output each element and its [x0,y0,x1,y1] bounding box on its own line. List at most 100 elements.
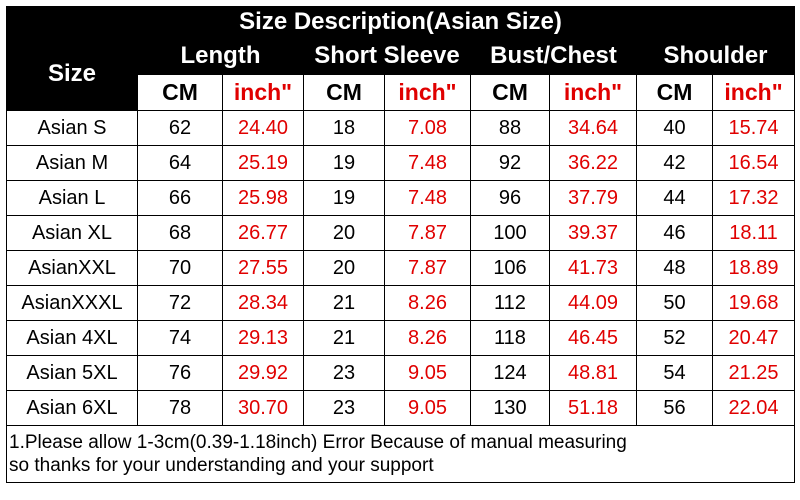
table-title: Size Description(Asian Size) [5,6,796,38]
cell-sleeve-in: 9.05 [384,355,471,391]
cell-sleeve-in: 8.26 [384,285,471,321]
cell-bust-in: 46.45 [549,320,637,356]
cell-size: Asian 5XL [6,355,138,391]
cell-bust-in: 41.73 [549,250,637,286]
cell-sleeve-cm: 18 [303,110,385,146]
cell-size: Asian M [6,145,138,181]
cell-size: AsianXXXL [6,285,138,321]
cell-size: Asian XL [6,215,138,251]
table-row: AsianXXL 70 27.55 20 7.87 106 41.73 48 18.89 [6,250,796,286]
cell-length-cm: 74 [137,320,223,356]
cell-bust-in: 36.22 [549,145,637,181]
cell-length-in: 25.98 [222,180,304,216]
table-row: Asian M 64 25.19 19 7.48 92 36.22 42 16.54 [6,145,796,181]
cell-bust-in: 44.09 [549,285,637,321]
cell-bust-in: 48.81 [549,355,637,391]
cell-bust-in: 37.79 [549,180,637,216]
cell-sleeve-cm: 20 [303,215,385,251]
unit-inch: inch" [711,74,796,111]
cell-shoulder-in: 18.11 [711,215,796,251]
cell-shoulder-cm: 40 [636,110,713,146]
cell-shoulder-cm: 48 [636,250,713,286]
cell-length-in: 27.55 [222,250,304,286]
cell-shoulder-in: 16.54 [711,145,796,181]
cell-sleeve-cm: 23 [303,390,385,426]
cell-shoulder-in: 18.89 [711,250,796,286]
cell-shoulder-in: 17.32 [711,180,796,216]
unit-inch: inch" [384,74,471,111]
unit-cm: CM [137,74,223,111]
cell-sleeve-in: 7.08 [384,110,471,146]
cell-length-in: 29.92 [222,355,304,391]
cell-bust-in: 34.64 [549,110,637,146]
cell-shoulder-cm: 50 [636,285,713,321]
cell-shoulder-cm: 44 [636,180,713,216]
cell-sleeve-cm: 23 [303,355,385,391]
table-row: Asian S 62 24.40 18 7.08 88 34.64 40 15.74 [6,110,796,146]
cell-sleeve-cm: 19 [303,145,385,181]
cell-sleeve-cm: 20 [303,250,385,286]
cell-size: Asian S [6,110,138,146]
cell-shoulder-in: 20.47 [711,320,796,356]
unit-inch: inch" [222,74,304,111]
cell-shoulder-cm: 52 [636,320,713,356]
cell-length-in: 29.13 [222,320,304,356]
table-row: AsianXXXL 72 28.34 21 8.26 112 44.09 50 19.68 [6,285,796,321]
cell-length-in: 25.19 [222,145,304,181]
cell-sleeve-in: 7.48 [384,145,471,181]
cell-sleeve-cm: 19 [303,180,385,216]
cell-bust-cm: 92 [470,145,550,181]
cell-shoulder-in: 19.68 [711,285,796,321]
table-row: Asian XL 68 26.77 20 7.87 100 39.37 46 18.11 [6,215,796,251]
cell-sleeve-in: 7.87 [384,215,471,251]
cell-sleeve-in: 7.48 [384,180,471,216]
cell-bust-cm: 112 [470,285,550,321]
cell-sleeve-in: 7.87 [384,250,471,286]
cell-shoulder-cm: 54 [636,355,713,391]
cell-sleeve-in: 8.26 [384,320,471,356]
unit-inch: inch" [549,74,637,111]
cell-length-cm: 68 [137,215,223,251]
header-length: Length [137,37,304,75]
cell-bust-cm: 96 [470,180,550,216]
cell-sleeve-cm: 21 [303,320,385,356]
cell-length-in: 24.40 [222,110,304,146]
header-size: Size [6,37,138,111]
cell-length-cm: 72 [137,285,223,321]
header-short-sleeve: Short Sleeve [303,37,471,75]
cell-shoulder-cm: 42 [636,145,713,181]
cell-shoulder-in: 15.74 [711,110,796,146]
cell-bust-in: 51.18 [549,390,637,426]
cell-length-in: 28.34 [222,285,304,321]
cell-bust-cm: 130 [470,390,550,426]
table-row: Asian 6XL 78 30.70 23 9.05 130 51.18 56 22.04 [6,390,796,426]
table-row: Asian 5XL 76 29.92 23 9.05 124 48.81 54 21.25 [6,355,796,391]
header-shoulder: Shoulder [635,37,796,75]
cell-size: Asian 4XL [6,320,138,356]
cell-length-cm: 66 [137,180,223,216]
cell-length-cm: 64 [137,145,223,181]
cell-length-in: 26.77 [222,215,304,251]
cell-shoulder-in: 21.25 [711,355,796,391]
cell-size: AsianXXL [6,250,138,286]
note-line: so thanks for your understanding and you… [9,455,434,476]
cell-length-in: 30.70 [222,390,304,426]
cell-size: Asian L [6,180,138,216]
cell-sleeve-in: 9.05 [384,390,471,426]
unit-cm: CM [303,74,385,111]
unit-cm: CM [636,74,713,111]
size-table: Size Description(Asian Size) Size Length… [5,6,796,483]
cell-size: Asian 6XL [6,390,138,426]
cell-length-cm: 62 [137,110,223,146]
cell-length-cm: 76 [137,355,223,391]
size-chart: Size Description(Asian Size) Size Length… [5,6,796,495]
cell-length-cm: 70 [137,250,223,286]
table-row: Asian 4XL 74 29.13 21 8.26 118 46.45 52 20.47 [6,320,796,356]
unit-cm: CM [470,74,550,111]
table-body: Asian S 62 24.40 18 7.08 88 34.64 40 15.74 Asian … [6,110,796,426]
cell-bust-cm: 106 [470,250,550,286]
cell-bust-in: 39.37 [549,215,637,251]
cell-sleeve-cm: 21 [303,285,385,321]
cell-shoulder-cm: 56 [636,390,713,426]
cell-bust-cm: 100 [470,215,550,251]
